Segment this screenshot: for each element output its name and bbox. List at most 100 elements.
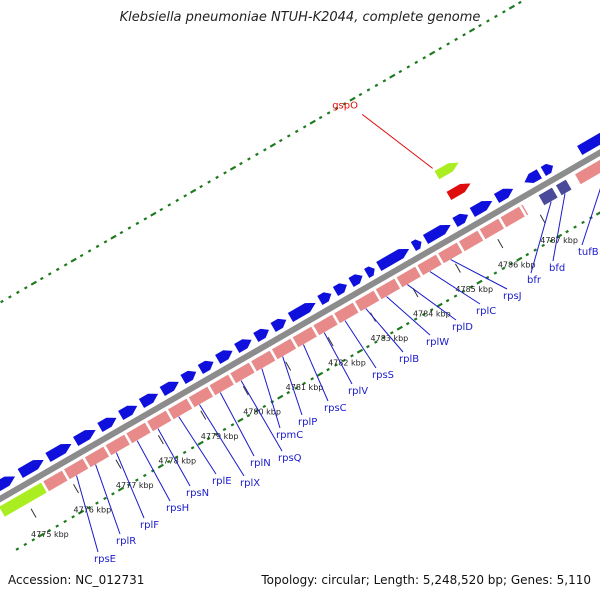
dot-mark-inner: [413, 317, 418, 321]
kbp-tick: [157, 435, 164, 445]
gene-leader-line: [323, 332, 353, 385]
dot-mark-inner: [509, 262, 514, 266]
dot-mark-inner: [230, 423, 235, 427]
dot-mark-outer: [302, 125, 307, 129]
dot-mark-outer: [309, 119, 316, 125]
reverse-gene-block: [104, 433, 131, 456]
kbp-tick: [497, 239, 504, 249]
forward-gene-arrow: [409, 238, 423, 252]
forward-gene-arrow: [347, 273, 364, 288]
dot-mark-outer: [255, 152, 259, 157]
dot-mark-inner: [549, 239, 554, 243]
feature-extras: gspO: [332, 100, 573, 206]
dot-mark-inner: [429, 308, 434, 312]
forward-gene-arrow: [332, 282, 348, 297]
dot-mark-outer: [47, 272, 52, 276]
dot-mark-outer: [183, 194, 188, 198]
kbp-tick: [115, 459, 122, 469]
dot-mark-inner: [302, 381, 307, 386]
dot-mark-outer: [95, 244, 100, 249]
reverse-gene-block: [208, 373, 235, 396]
kbp-tick: [200, 410, 207, 420]
dot-mark-inner: [237, 417, 244, 423]
forward-gene-arrow: [468, 200, 494, 218]
dot-mark-inner: [190, 446, 195, 450]
dot-mark-outer: [30, 280, 37, 286]
dot-mark-outer: [468, 27, 476, 33]
forward-gene-arrow: [233, 338, 253, 354]
forward-gene-arrow: [451, 213, 470, 228]
forward-gene-arrow: [96, 417, 118, 433]
reverse-gene-block: [437, 241, 464, 264]
dot-mark-inner: [396, 325, 403, 331]
gene-label-rplX: rplX: [240, 478, 260, 489]
gene-label-rplV: rplV: [348, 386, 368, 397]
dot-mark-inner: [254, 409, 259, 413]
kbp-tick-label: 4784 kbp: [413, 310, 451, 319]
dot-mark-outer: [79, 253, 84, 258]
dot-mark-outer: [478, 23, 482, 28]
gene-leader-line: [261, 368, 281, 429]
gene-leader-line: [282, 356, 303, 416]
dot-mark-inner: [117, 486, 125, 492]
forward-gene-arrow: [363, 265, 376, 279]
dot-mark-outer: [278, 138, 283, 143]
reverse-gene-block: [187, 385, 214, 408]
dot-mark-outer: [342, 102, 347, 106]
gene-label-rplW: rplW: [426, 337, 449, 348]
dot-mark-inner: [246, 413, 251, 418]
dot-mark-outer: [87, 249, 92, 253]
kbp-tick-label: 4778 kbp: [158, 457, 196, 466]
dot-mark-outer: [190, 188, 197, 194]
dot-mark-outer: [63, 263, 68, 267]
dot-mark-inner: [294, 386, 299, 390]
dot-mark-inner: [342, 358, 346, 363]
genome-backbone: [0, 149, 600, 503]
dot-mark-inner: [374, 340, 378, 344]
dot-mark-outer: [318, 115, 323, 120]
genome-summary: Topology: circular; Length: 5,248,520 bp…: [261, 573, 591, 587]
dot-mark-outer: [414, 60, 419, 65]
dot-mark-outer: [334, 106, 339, 111]
dot-mark-outer: [438, 46, 443, 51]
dot-mark-outer: [247, 157, 251, 161]
forward-gene-arrow: [493, 188, 515, 204]
gene-leader-line: [115, 452, 145, 519]
dot-mark-outer: [494, 14, 498, 19]
dot-mark-inner: [77, 509, 85, 515]
gene-leader-line: [136, 440, 171, 502]
reverse-gene-block: [42, 469, 69, 492]
dot-mark-outer: [382, 79, 387, 83]
forward-gene-arrow: [375, 248, 411, 272]
dot-mark-outer: [8, 295, 12, 299]
dot-mark-outer: [374, 83, 379, 88]
dot-mark-inner: [525, 252, 530, 257]
reverse-gene-block: [83, 445, 110, 468]
dot-mark-inner: [381, 335, 386, 340]
reverse-strand-genes: [0, 159, 600, 518]
forward-gene-arrow: [196, 360, 215, 375]
gene-label-rplR: rplR: [116, 536, 136, 547]
reverse-gene-block: [478, 217, 505, 240]
dot-mark-outer: [429, 50, 436, 56]
dot-mark-outer: [207, 180, 211, 184]
kbp-tick-label: 4782 kbp: [328, 359, 366, 368]
dot-mark-outer: [326, 111, 331, 115]
dot-mark-inner: [581, 220, 585, 225]
gene-leader-line: [365, 308, 404, 353]
reverse-gene-block: [291, 325, 318, 348]
gene-leader-line: [386, 296, 431, 336]
dot-mark-inner: [573, 225, 577, 229]
dot-mark-outer: [16, 290, 20, 295]
gene-label-rplP: rplP: [298, 417, 317, 428]
dot-mark-outer: [229, 165, 237, 171]
gene-leader-line: [344, 320, 377, 369]
kbp-tick: [30, 508, 37, 518]
dot-mark-outer: [159, 207, 164, 212]
reverse-gene-block: [63, 457, 90, 480]
forward-gene-arrow: [422, 224, 452, 245]
bfr-gene-block: [537, 186, 559, 206]
reverse-gene-block: [312, 313, 339, 336]
dot-mark-inner: [135, 478, 139, 482]
